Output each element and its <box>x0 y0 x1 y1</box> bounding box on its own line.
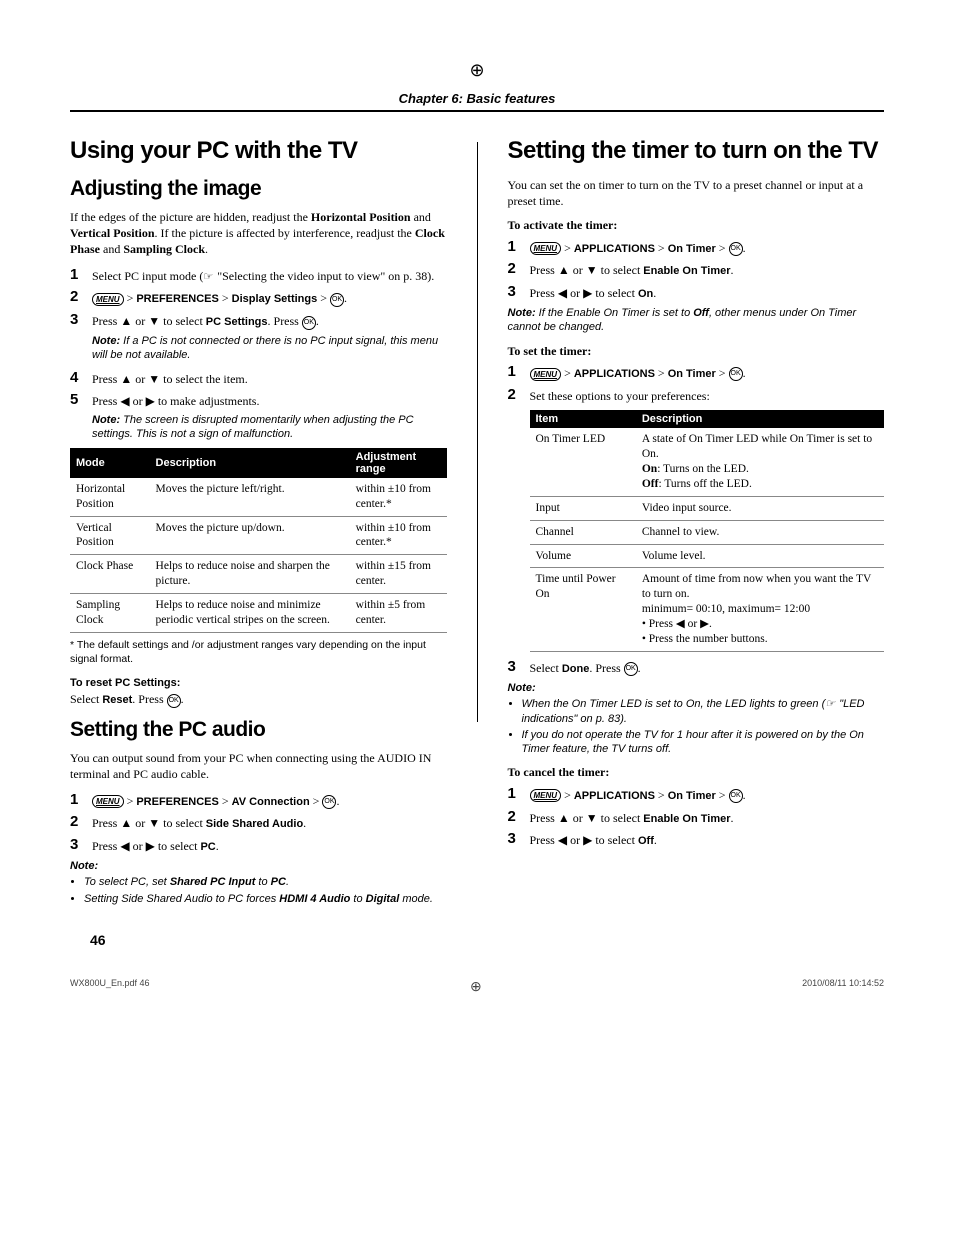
td: Vertical Position <box>70 516 150 555</box>
td: Sampling Clock <box>70 594 150 633</box>
td: Helps to reduce noise and sharpen the pi… <box>150 555 350 594</box>
activate-steps: 1MENU > APPLICATIONS > On Timer > OK. 2P… <box>508 238 885 303</box>
step: MENU > APPLICATIONS > On Timer > OK. <box>530 238 885 257</box>
timer-note: Note: When the On Timer LED is set to On… <box>508 681 885 756</box>
td: Amount of time from now when you want th… <box>636 568 884 652</box>
step: Select PC input mode ( "Selecting the vi… <box>92 266 447 285</box>
td: Clock Phase <box>70 555 150 594</box>
td: Volume <box>530 544 636 568</box>
pcaudio-steps: 1MENU > PREFERENCES > AV Connection > OK… <box>70 791 447 856</box>
sub-set: To set the timer: <box>508 343 885 359</box>
td: Moves the picture up/down. <box>150 516 350 555</box>
adjust-steps-cont: 4Press ▲ or ▼ to select the item. 5Press… <box>70 369 447 409</box>
step: Press ◀ or ▶ to make adjustments. <box>92 391 447 409</box>
td: Moves the picture left/right. <box>150 478 350 516</box>
step: Press ▲ or ▼ to select Enable On Timer. <box>530 808 885 827</box>
th: Adjustment range <box>350 448 447 478</box>
th: Description <box>150 448 350 478</box>
td: within ±15 from center. <box>350 555 447 594</box>
td: Helps to reduce noise and minimize perio… <box>150 594 350 633</box>
note-pc-not-connected: Note: If a PC is not connected or there … <box>92 334 447 363</box>
td: A state of On Timer LED while On Timer i… <box>636 428 884 496</box>
note-item: If you do not operate the TV for 1 hour … <box>522 728 885 757</box>
td: On Timer LED <box>530 428 636 496</box>
reset-heading: To reset PC Settings: <box>70 676 447 691</box>
td: Channel <box>530 520 636 544</box>
right-column: Setting the timer to turn on the TV You … <box>508 137 885 912</box>
heading-timer: Setting the timer to turn on the TV <box>508 137 885 165</box>
th: Description <box>636 410 884 428</box>
print-mark-top: ⊕ <box>70 60 884 81</box>
step: Press ◀ or ▶ to select Off. <box>530 830 885 849</box>
pc-settings-table: Mode Description Adjustment range Horizo… <box>70 448 447 634</box>
page-number: 46 <box>90 932 884 948</box>
step: MENU > PREFERENCES > Display Settings > … <box>92 288 447 307</box>
td: within ±10 from center.* <box>350 478 447 516</box>
set-step3: 3Select Done. Press OK. <box>508 658 885 677</box>
step: Set these options to your preferences: <box>530 386 885 404</box>
step: MENU > PREFERENCES > AV Connection > OK. <box>92 791 447 810</box>
step: Press ▲ or ▼ to select Enable On Timer. <box>530 260 885 279</box>
column-divider <box>477 142 478 722</box>
footer-right: 2010/08/11 10:14:52 <box>802 978 884 1005</box>
td: within ±5 from center. <box>350 594 447 633</box>
heading-pc-audio: Setting the PC audio <box>70 718 447 742</box>
heading-adjust-image: Adjusting the image <box>70 177 447 201</box>
set-steps: 1MENU > APPLICATIONS > On Timer > OK. 2S… <box>508 363 885 404</box>
sub-cancel: To cancel the timer: <box>508 764 885 780</box>
td: Video input source. <box>636 496 884 520</box>
td: Time until Power On <box>530 568 636 652</box>
step: Press ◀ or ▶ to select On. <box>530 283 885 302</box>
td: Horizontal Position <box>70 478 150 516</box>
chapter-header: Chapter 6: Basic features <box>70 91 884 112</box>
footer-left: WX800U_En.pdf 46 <box>70 978 150 1005</box>
th: Item <box>530 410 636 428</box>
print-mark-bottom: ⊕ <box>470 978 482 995</box>
left-column: Using your PC with the TV Adjusting the … <box>70 137 447 912</box>
adjust-steps: 1Select PC input mode ( "Selecting the v… <box>70 266 447 331</box>
adjust-intro: If the edges of the picture are hidden, … <box>70 209 447 258</box>
step: MENU > APPLICATIONS > On Timer > OK. <box>530 785 885 804</box>
table-footnote: * The default settings and /or adjustmen… <box>70 639 447 666</box>
pcaudio-note: Note: To select PC, set Shared PC Input … <box>70 859 447 906</box>
timer-intro: You can set the on timer to turn on the … <box>508 177 885 209</box>
note-item: To select PC, set Shared PC Input to PC. <box>84 875 447 889</box>
td: Channel to view. <box>636 520 884 544</box>
td: Input <box>530 496 636 520</box>
reset-text: Select Reset. Press OK. <box>70 691 447 708</box>
sub-activate: To activate the timer: <box>508 217 885 233</box>
td: Volume level. <box>636 544 884 568</box>
th: Mode <box>70 448 150 478</box>
step: Press ▲ or ▼ to select PC Settings. Pres… <box>92 311 447 330</box>
timer-options-table: Item Description On Timer LEDA state of … <box>530 410 885 652</box>
step: Press ▲ or ▼ to select the item. <box>92 369 447 387</box>
step: MENU > APPLICATIONS > On Timer > OK. <box>530 363 885 382</box>
td: within ±10 from center.* <box>350 516 447 555</box>
step: Press ▲ or ▼ to select Side Shared Audio… <box>92 813 447 832</box>
note-enable-off: Note: If the Enable On Timer is set to O… <box>508 306 885 335</box>
note-item: When the On Timer LED is set to On, the … <box>522 697 885 726</box>
cancel-steps: 1MENU > APPLICATIONS > On Timer > OK. 2P… <box>508 785 885 850</box>
footer: WX800U_En.pdf 46 ⊕ 2010/08/11 10:14:52 <box>70 978 884 1005</box>
pcaudio-intro: You can output sound from your PC when c… <box>70 750 447 782</box>
note-disrupted: Note: The screen is disrupted momentaril… <box>92 413 447 442</box>
heading-pc-tv: Using your PC with the TV <box>70 137 447 165</box>
step: Press ◀ or ▶ to select PC. <box>92 836 447 855</box>
step: Select Done. Press OK. <box>530 658 885 677</box>
note-item: Setting Side Shared Audio to PC forces H… <box>84 892 447 906</box>
